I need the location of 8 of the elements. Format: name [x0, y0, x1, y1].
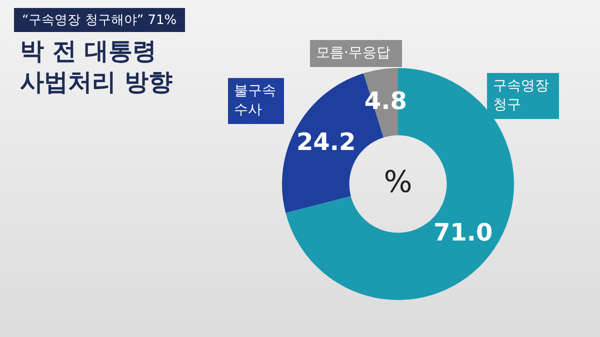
slice-label: 구속영장 청구	[487, 73, 559, 119]
text: %	[384, 164, 412, 200]
data-label: 71.0	[433, 218, 493, 247]
data-label: 24.2	[296, 128, 356, 156]
slice-label: 불구속 수사	[228, 78, 284, 124]
text: “구속영장 청구해야” 71%	[14, 8, 185, 32]
chart-title: 박 전 대통령 사법처리 방향	[20, 36, 174, 98]
slice-label: 모름·무응답	[310, 40, 402, 67]
